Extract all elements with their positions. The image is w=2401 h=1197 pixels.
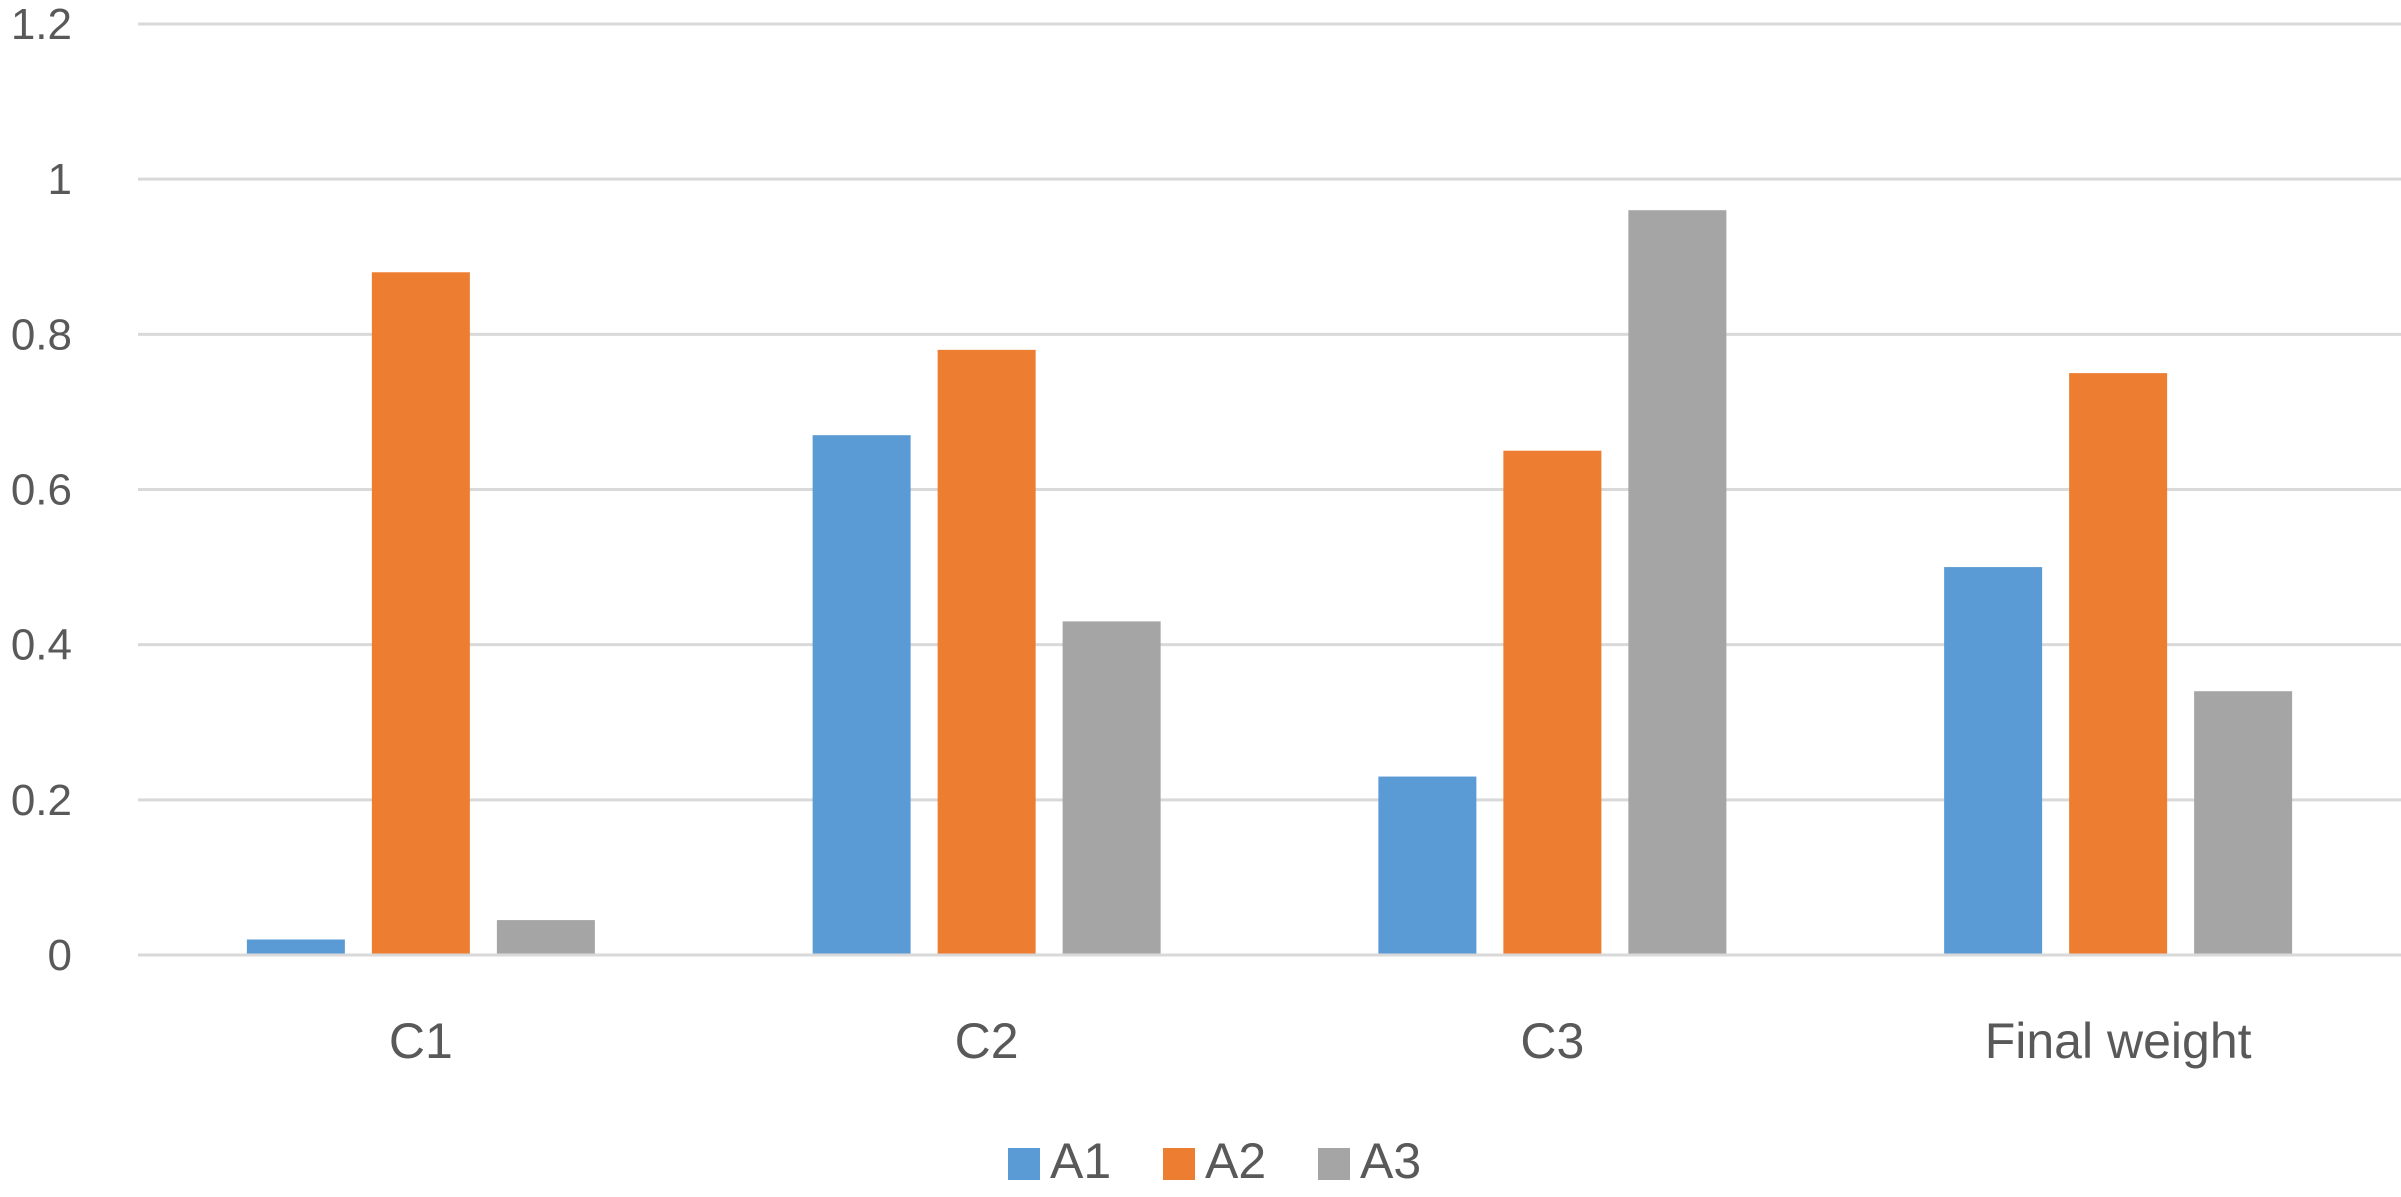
bars — [246, 210, 2293, 956]
bar-a2-c1 — [371, 272, 470, 955]
y-axis-tick-labels: 0 0.2 0.4 0.6 0.8 1 1.2 — [11, 0, 72, 980]
legend-swatch — [1318, 1148, 1350, 1180]
x-category-label: C1 — [389, 1013, 453, 1069]
legend-label: A2 — [1205, 1133, 1266, 1189]
bar-a3-final-weight — [2194, 691, 2293, 955]
bar-a1-final-weight — [1944, 567, 2043, 955]
y-tick-label: 0.4 — [11, 621, 72, 670]
bar-a2-final-weight — [2069, 373, 2168, 955]
bar-a3-c1 — [496, 920, 595, 955]
y-tick-label: 0.2 — [11, 776, 72, 825]
y-tick-label: 1.2 — [11, 0, 72, 49]
gridlines — [138, 22, 2401, 802]
bar-a2-c3 — [1503, 450, 1602, 955]
bar-a1-c2 — [812, 435, 911, 956]
bar-a1-c1 — [246, 939, 345, 955]
x-axis-category-labels: C1 C2 C3 Final weight — [389, 1013, 2252, 1069]
legend-label: A1 — [1050, 1133, 1111, 1189]
bar-a3-c3 — [1628, 210, 1727, 955]
legend-item-a3: A3 — [1318, 1133, 1421, 1189]
y-tick-label: 1 — [48, 155, 72, 204]
bar-a1-c3 — [1378, 776, 1477, 955]
legend-item-a2: A2 — [1163, 1133, 1266, 1189]
x-category-label: Final weight — [1985, 1013, 2252, 1069]
legend-swatch — [1163, 1148, 1195, 1180]
legend: A1 A2 A3 — [1008, 1133, 1421, 1189]
legend-label: A3 — [1360, 1133, 1421, 1189]
bar-a3-c2 — [1062, 621, 1161, 955]
legend-item-a1: A1 — [1008, 1133, 1111, 1189]
legend-swatch — [1008, 1148, 1040, 1180]
bar-a2-c2 — [937, 349, 1036, 956]
y-tick-label: 0.6 — [11, 466, 72, 515]
x-category-label: C2 — [955, 1013, 1019, 1069]
y-tick-label: 0.8 — [11, 310, 72, 359]
x-category-label: C3 — [1520, 1013, 1584, 1069]
y-tick-label: 0 — [48, 931, 72, 980]
